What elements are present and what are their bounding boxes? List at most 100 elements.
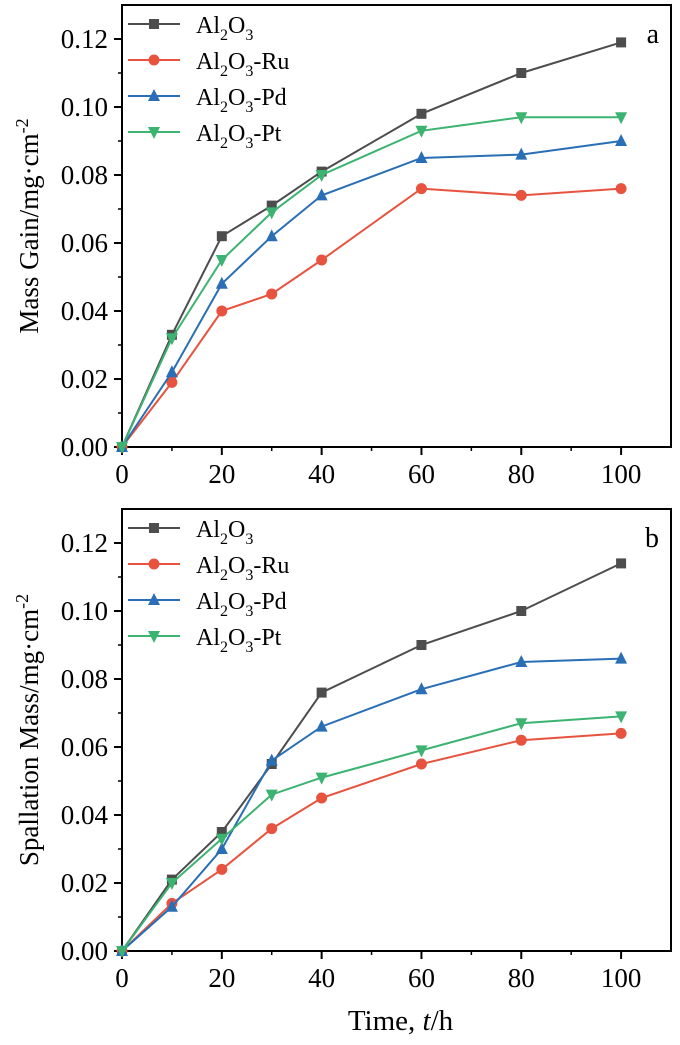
data-point — [116, 442, 128, 454]
data-point — [516, 606, 527, 616]
series-line — [121, 562, 622, 952]
y-tick-label: 0.00 — [61, 936, 108, 966]
data-point — [615, 112, 628, 125]
y-axis-label-text: Mass Gain/mg·cm — [14, 133, 44, 333]
data-point — [265, 207, 278, 220]
x-axis-label-variable: t — [423, 1005, 432, 1037]
data-point — [316, 254, 328, 266]
legend-label-suffix: -Pd — [253, 589, 286, 615]
data-point — [265, 753, 278, 766]
data-point — [315, 719, 328, 732]
y-axis-label: Spallation Mass/mg·cm-2 — [12, 594, 44, 866]
data-point — [515, 734, 527, 746]
series-line — [121, 732, 622, 952]
x-tick-label: 20 — [208, 963, 235, 993]
legend-label-text: O — [228, 49, 245, 75]
y-tick-label: 0.04 — [61, 800, 109, 830]
legend-label-text: Al — [196, 625, 220, 651]
y-axis-label-superscript: -2 — [12, 594, 32, 609]
x-tick-label: 60 — [408, 459, 435, 489]
series-Al2O3 — [117, 37, 627, 452]
legend-label: Al2O3-Ru — [196, 49, 289, 80]
data-point — [165, 878, 178, 890]
legend-label-subscript: 3 — [245, 531, 253, 548]
y-tick-label: 0.10 — [61, 596, 108, 626]
data-point — [515, 147, 528, 160]
y-tick-label: 0.04 — [61, 296, 109, 326]
data-point — [415, 151, 428, 163]
series-Al2O3-Pt — [116, 711, 628, 958]
data-point — [265, 789, 278, 802]
legend-label-text: O — [228, 13, 245, 39]
legend-label-subscript: 2 — [220, 603, 228, 620]
legend-label-suffix: -Pd — [253, 85, 286, 111]
data-point — [515, 189, 527, 201]
x-tick-label: 20 — [208, 459, 235, 489]
y-tick-label: 0.12 — [61, 24, 108, 54]
x-tick-label: 100 — [601, 963, 642, 993]
x-tick-label: 80 — [508, 963, 535, 993]
data-point — [215, 255, 228, 267]
legend-label-subscript: 3 — [245, 99, 253, 116]
x-axis-label: Time, t/h — [348, 1005, 454, 1037]
data-point — [615, 183, 627, 195]
data-point — [216, 827, 227, 837]
legend-label-subscript: 3 — [245, 603, 253, 620]
data-point — [316, 687, 327, 698]
x-tick-label: 0 — [115, 963, 129, 993]
data-point — [415, 745, 428, 758]
legend-label-subscript: 2 — [220, 639, 228, 656]
legend-swatch-marker — [149, 523, 159, 533]
y-axis-label-superscript: -2 — [12, 118, 32, 133]
legend-label-subscript: 2 — [220, 63, 228, 80]
legend-label-subscript: 3 — [245, 567, 253, 584]
legend-label-subscript: 3 — [245, 135, 253, 152]
x-axis-label-unit: /h — [431, 1005, 454, 1037]
data-point — [616, 37, 627, 48]
legend-item: Al2O3-Pd — [128, 85, 287, 116]
x-tick-label: 0 — [115, 459, 129, 489]
data-point — [315, 772, 328, 785]
series-Al2O3-Pd — [116, 134, 628, 452]
series-Al2O3-Pt — [116, 112, 628, 454]
series-Al2O3 — [117, 558, 627, 956]
legend-label-text: O — [228, 625, 245, 651]
data-point — [516, 68, 527, 78]
legend-label-text: Al — [196, 517, 220, 543]
y-tick-label: 0.00 — [61, 432, 108, 462]
legend-label: Al2O3-Pd — [196, 589, 287, 620]
legend-label-suffix: -Ru — [253, 553, 289, 579]
y-tick-label: 0.12 — [61, 528, 108, 558]
data-point — [266, 823, 278, 835]
legend-item: Al2O3-Pt — [128, 121, 282, 152]
x-tick-label: 40 — [308, 459, 335, 489]
legend-label: Al2O3-Pt — [196, 625, 282, 656]
y-tick-label: 0.08 — [61, 664, 108, 694]
plot-frame — [121, 508, 672, 952]
legend-label-text: Al — [196, 13, 220, 39]
legend-label-suffix: -Pt — [253, 625, 281, 651]
legend-item: Al2O3 — [128, 517, 253, 548]
legend-label-text: O — [228, 553, 245, 579]
legend-swatch-marker — [148, 89, 160, 101]
data-point — [166, 376, 178, 388]
legend-swatch-marker — [148, 127, 160, 139]
series-line — [121, 41, 622, 448]
legend-label-text: Al — [196, 553, 220, 579]
data-point — [415, 125, 428, 138]
legend-label-text: Al — [196, 49, 220, 75]
data-point — [266, 288, 278, 300]
legend-swatch-marker — [148, 54, 160, 66]
series-line — [121, 187, 622, 448]
legend-label-text: O — [228, 589, 245, 615]
legend-item: Al2O3 — [128, 13, 253, 44]
legend-label: Al2O3 — [196, 13, 253, 44]
x-tick-label: 80 — [508, 459, 535, 489]
data-point — [215, 842, 228, 854]
legend-label: Al2O3-Pt — [196, 121, 282, 152]
series-Al2O3-Ru — [116, 183, 627, 453]
data-point — [165, 365, 178, 378]
panel-label: a — [647, 19, 660, 50]
legend-label-suffix: -Ru — [253, 49, 289, 75]
